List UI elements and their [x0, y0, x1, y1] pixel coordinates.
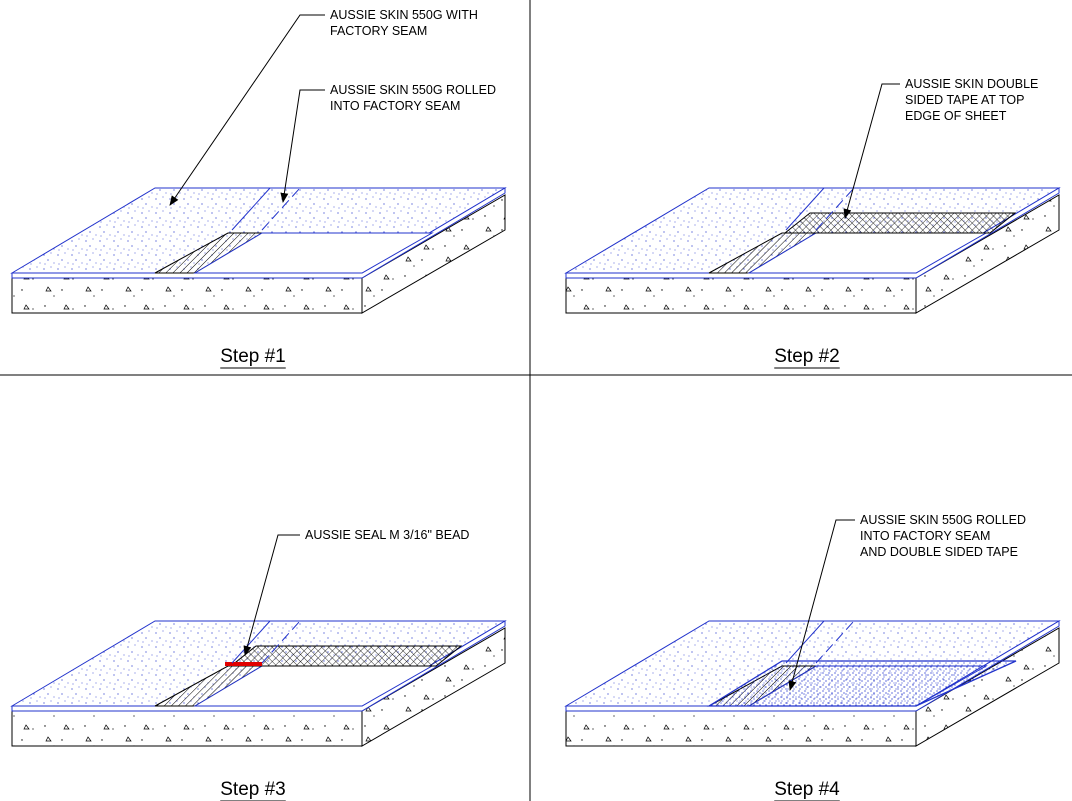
- step-label: Step #1: [220, 346, 286, 367]
- tape: [783, 212, 1017, 234]
- factory-seam: [261, 620, 301, 664]
- callout-text: INTO FACTORY SEAM: [330, 99, 460, 113]
- leader: [843, 83, 900, 219]
- factory-seam: [785, 620, 825, 664]
- rolled-sheet: [706, 660, 1017, 707]
- callout-text: INTO FACTORY SEAM: [860, 529, 990, 543]
- factory-seam: [231, 620, 271, 664]
- slab-front: [11, 277, 363, 314]
- step-label: Step #2: [774, 346, 840, 367]
- step-label: Step #3: [220, 779, 286, 800]
- callout-text: AND DOUBLE SIDED TAPE: [860, 545, 1018, 559]
- slab-side: [361, 627, 506, 747]
- factory-seam: [785, 187, 825, 231]
- leader: [788, 519, 855, 691]
- slab-front: [565, 277, 917, 314]
- callout-text: EDGE OF SHEET: [905, 109, 1007, 123]
- factory-seam: [231, 187, 271, 231]
- slab-front: [11, 710, 363, 747]
- step-label: Step #4: [774, 779, 840, 800]
- leader: [169, 14, 325, 206]
- slab-side: [915, 627, 1060, 747]
- leader: [280, 89, 325, 203]
- factory-seam: [815, 187, 855, 231]
- callout-text: AUSSIE SKIN 550G ROLLED: [860, 513, 1026, 527]
- exposed-area: [193, 232, 434, 274]
- factory-seam: [261, 187, 301, 231]
- leader: [243, 534, 300, 656]
- slab-side: [915, 194, 1060, 314]
- tape: [229, 645, 463, 667]
- slab-front: [565, 710, 917, 747]
- callout-text: AUSSIE SEAL M 3/16" BEAD: [305, 528, 469, 542]
- callout-text: AUSSIE SKIN 550G ROLLED: [330, 83, 496, 97]
- slab-side: [361, 194, 506, 314]
- callout-text: FACTORY SEAM: [330, 24, 427, 38]
- callout-text: SIDED TAPE AT TOP: [905, 93, 1025, 107]
- factory-seam: [815, 620, 855, 664]
- callout-text: AUSSIE SKIN DOUBLE: [905, 77, 1038, 91]
- callout-text: AUSSIE SKIN 550G WITH: [330, 8, 478, 22]
